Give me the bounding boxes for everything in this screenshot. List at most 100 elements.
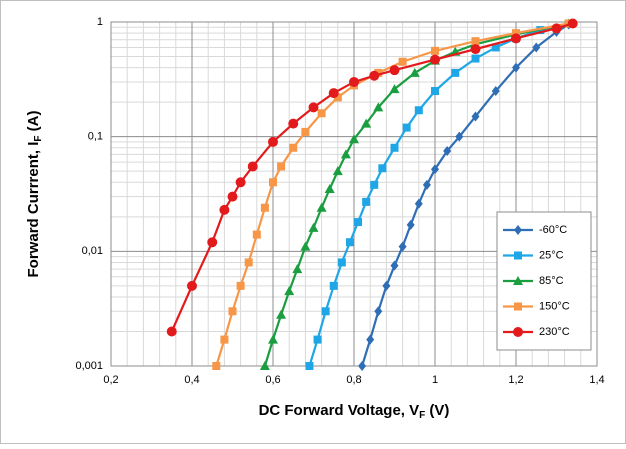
marker xyxy=(337,258,346,267)
marker xyxy=(390,260,399,271)
y-tick-label: 0,01 xyxy=(82,245,103,257)
marker xyxy=(227,191,238,202)
marker xyxy=(349,76,359,87)
marker xyxy=(308,222,319,232)
x-axis-title-unit: (V) xyxy=(425,402,449,419)
marker xyxy=(333,93,342,102)
marker xyxy=(187,280,197,291)
marker xyxy=(373,102,384,112)
x-tick-label: 1,2 xyxy=(508,374,523,386)
marker xyxy=(207,237,218,248)
marker xyxy=(166,326,177,337)
marker xyxy=(354,218,363,227)
marker xyxy=(324,183,335,193)
marker xyxy=(321,307,330,316)
marker xyxy=(301,127,310,136)
marker xyxy=(374,306,383,317)
marker xyxy=(514,225,522,235)
marker xyxy=(471,37,480,46)
marker xyxy=(455,131,464,142)
marker xyxy=(390,143,399,152)
marker xyxy=(491,86,500,97)
marker xyxy=(414,106,423,115)
marker xyxy=(332,166,343,176)
legend-label: 85°C xyxy=(539,275,564,287)
marker xyxy=(451,68,460,77)
marker xyxy=(414,198,423,209)
marker xyxy=(512,62,520,73)
x-tick-label: 1 xyxy=(432,374,438,386)
marker xyxy=(289,143,298,152)
marker xyxy=(567,18,578,29)
marker xyxy=(409,67,420,77)
marker xyxy=(382,280,391,291)
marker xyxy=(470,44,481,55)
marker xyxy=(268,136,278,147)
marker xyxy=(316,202,327,212)
marker xyxy=(362,197,371,206)
marker xyxy=(402,123,411,132)
x-tick-label: 0,4 xyxy=(184,374,199,386)
marker xyxy=(514,251,522,260)
x-tick-label: 0,8 xyxy=(346,374,361,386)
marker xyxy=(430,54,440,65)
x-tick-label: 1,4 xyxy=(589,374,604,386)
marker xyxy=(532,42,541,53)
marker xyxy=(328,88,339,99)
marker xyxy=(431,46,439,55)
marker xyxy=(345,238,354,247)
legend-label: 230°C xyxy=(539,326,570,338)
marker xyxy=(389,65,400,76)
marker xyxy=(398,57,407,66)
x-axis-title-sub: F xyxy=(419,410,425,421)
marker xyxy=(389,84,400,94)
marker xyxy=(361,118,372,128)
marker xyxy=(349,134,359,144)
marker xyxy=(276,309,287,319)
plot xyxy=(166,18,578,371)
marker xyxy=(398,241,407,252)
x-tick-label: 0,6 xyxy=(265,374,280,386)
marker xyxy=(471,54,480,63)
plot-border xyxy=(110,21,598,367)
marker xyxy=(259,361,270,370)
marker xyxy=(340,149,351,159)
y-axis-title: Forward Currrent, IF (A) xyxy=(25,111,44,278)
marker xyxy=(358,361,367,371)
y-tick-label: 0,1 xyxy=(88,131,103,143)
marker xyxy=(244,258,253,267)
marker xyxy=(511,33,521,44)
marker xyxy=(247,161,258,172)
marker xyxy=(513,276,523,285)
marker xyxy=(369,70,380,81)
y-axis-title-unit: (A) xyxy=(25,111,42,136)
legend: -60°C 25°C 85°C 150°C 230°C xyxy=(496,211,592,351)
y-axis-title-sub: F xyxy=(33,136,44,142)
marker xyxy=(219,204,230,215)
marker xyxy=(212,362,221,370)
marker xyxy=(268,334,278,344)
marker xyxy=(378,164,387,173)
marker xyxy=(329,281,338,290)
marker xyxy=(284,286,295,296)
legend-label: -60°C xyxy=(539,224,567,236)
marker xyxy=(471,111,480,122)
x-axis-title-text: DC Forward Voltage, V xyxy=(259,402,420,419)
marker xyxy=(491,43,500,52)
marker xyxy=(292,264,303,274)
marker xyxy=(431,164,439,175)
marker xyxy=(313,335,322,344)
marker xyxy=(317,109,326,118)
marker xyxy=(260,203,269,212)
x-axis-title: DC Forward Voltage, VF (V) xyxy=(259,402,450,421)
marker xyxy=(512,29,520,38)
marker xyxy=(431,87,439,96)
marker xyxy=(288,118,299,129)
y-axis-title-text: Forward Currrent, I xyxy=(25,142,42,278)
marker xyxy=(406,219,415,230)
marker xyxy=(366,334,375,345)
marker xyxy=(269,178,277,187)
legend-label: 25°C xyxy=(539,249,564,261)
